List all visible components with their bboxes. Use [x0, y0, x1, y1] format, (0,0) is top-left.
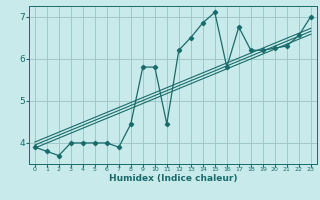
- X-axis label: Humidex (Indice chaleur): Humidex (Indice chaleur): [108, 174, 237, 183]
